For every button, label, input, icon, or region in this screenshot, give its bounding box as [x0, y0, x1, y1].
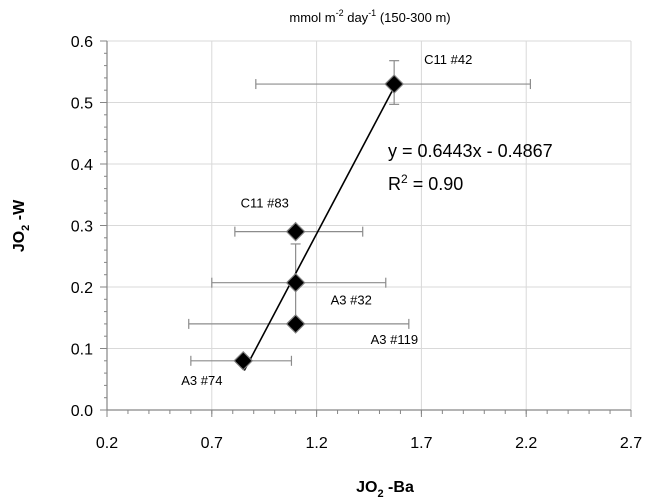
- x-axis-title: JO2 -Ba: [356, 479, 414, 500]
- x-tick-label: 1.7: [410, 435, 432, 452]
- error-bars: [188, 60, 531, 366]
- x-tick-label: 0.7: [201, 435, 223, 452]
- r-squared-label: R2 = 0.90: [388, 172, 463, 194]
- y-tick-label: 0.0: [71, 403, 93, 420]
- x-tick-label: 2.7: [620, 435, 642, 452]
- x-tick-label: 2.2: [515, 435, 537, 452]
- data-point: [285, 221, 306, 242]
- ticks: [100, 40, 632, 417]
- chart-title: mmol m-2 day-1 (150-300 m): [289, 8, 450, 25]
- y-tick-label: 0.6: [71, 34, 93, 51]
- point-label: C11 #83: [241, 196, 289, 211]
- trendline: [243, 84, 396, 371]
- data-point: [233, 350, 254, 371]
- y-axis-title: JO2 -W: [11, 199, 32, 252]
- data-points: [233, 74, 405, 371]
- point-label: C11 #42: [424, 52, 472, 67]
- data-point: [285, 272, 306, 293]
- x-tick-label: 1.2: [305, 435, 327, 452]
- y-tick-label: 0.1: [71, 342, 93, 359]
- y-tick-label: 0.5: [71, 96, 93, 113]
- x-tick-label: 0.2: [96, 435, 118, 452]
- trendline-group: [243, 84, 396, 371]
- data-point: [384, 74, 405, 94]
- point-label: A3 #119: [371, 332, 418, 347]
- point-label: A3 #74: [181, 373, 222, 388]
- y-tick-label: 0.4: [71, 157, 93, 174]
- grid: [107, 40, 632, 410]
- point-labels: C11 #42 C11 #83 A3 #32 A3 #119 A3 #74: [181, 52, 472, 388]
- point-label: A3 #32: [331, 293, 372, 308]
- equation-label: y = 0.6443x - 0.4867: [388, 141, 553, 161]
- y-tick-label: 0.2: [71, 280, 93, 297]
- tick-labels: 0.0 0.1 0.2 0.3 0.4 0.5 0.6 0.2 0.7 1.2 1.7 2.2 2.7: [71, 34, 642, 452]
- y-tick-label: 0.3: [71, 219, 93, 236]
- data-point: [285, 314, 306, 334]
